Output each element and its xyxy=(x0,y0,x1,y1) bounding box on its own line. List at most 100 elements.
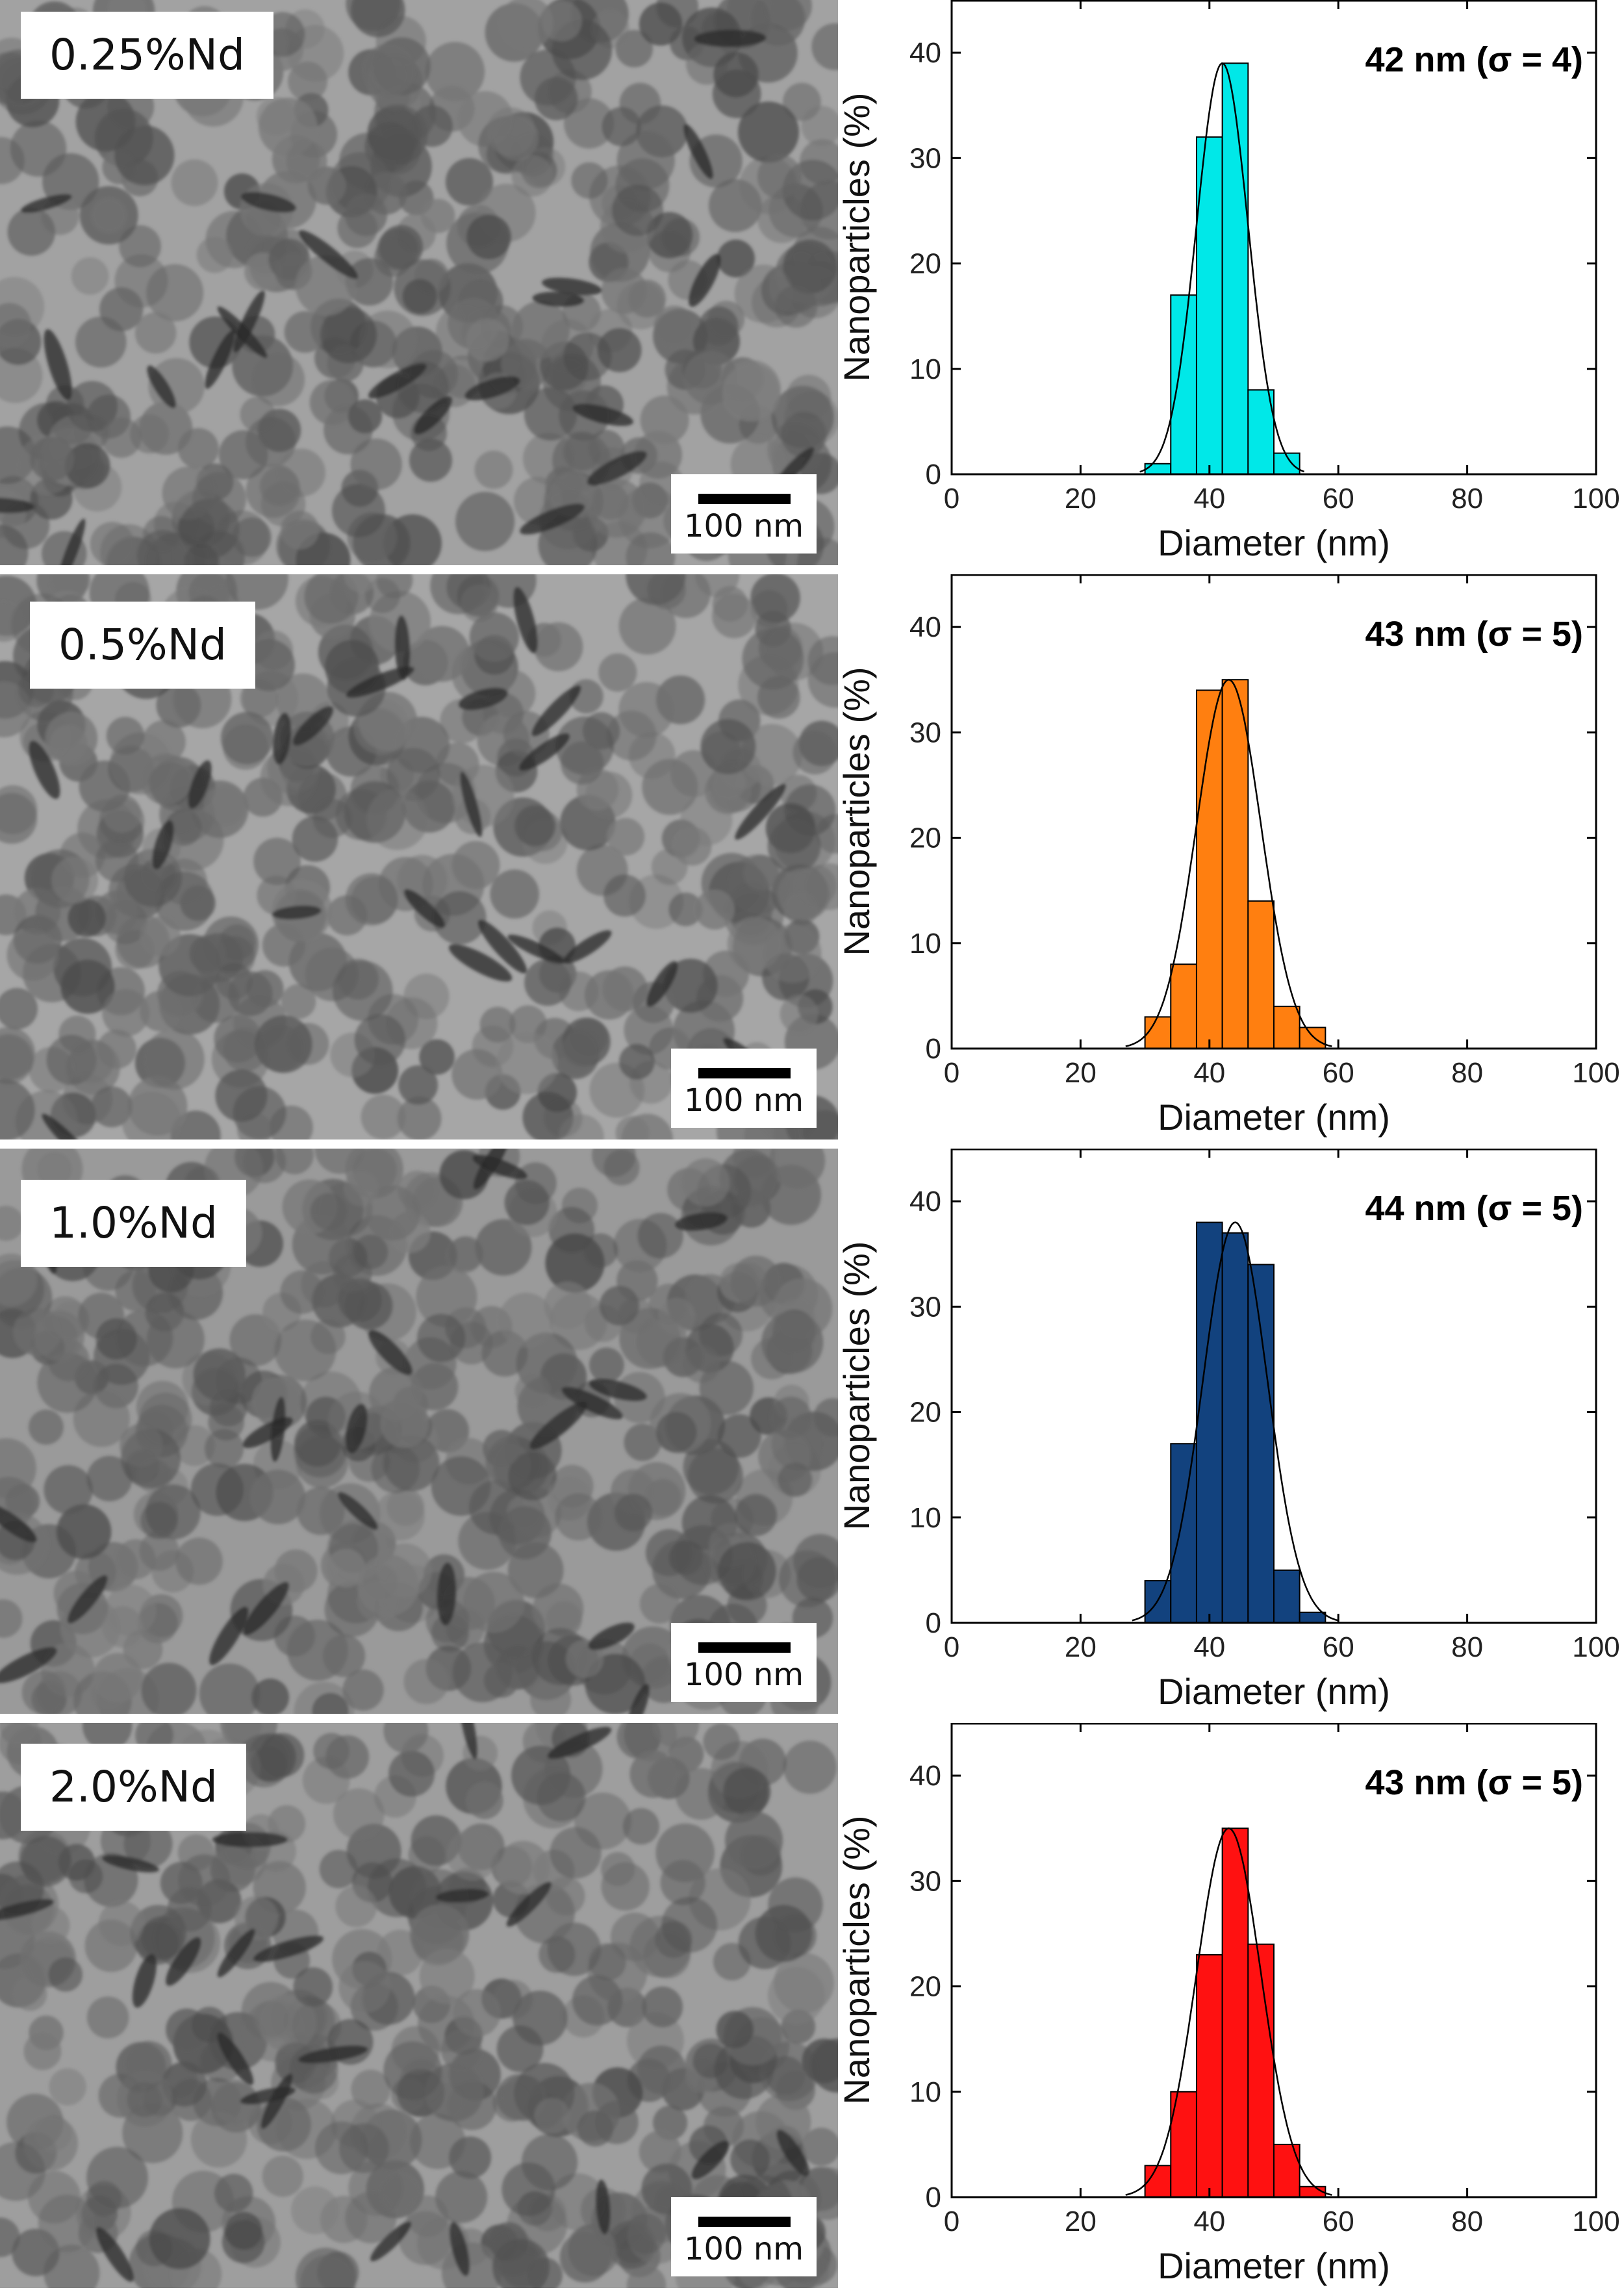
scale-bar: 100 nm xyxy=(671,474,817,554)
scale-bar: 100 nm xyxy=(671,2197,817,2276)
nanoparticle xyxy=(626,2265,666,2288)
nanoparticle xyxy=(411,105,453,147)
rod-particle xyxy=(292,706,334,746)
nanoparticle-cluster xyxy=(0,1723,838,2288)
nanoparticle xyxy=(781,412,827,458)
nanoparticle xyxy=(281,984,316,1019)
y-tick-label: 40 xyxy=(909,1760,941,1792)
rod-particle xyxy=(132,1954,157,2008)
nanoparticle xyxy=(44,1465,93,1514)
nanoparticle xyxy=(134,312,177,354)
nanoparticle xyxy=(240,396,275,432)
nanoparticle xyxy=(626,532,676,565)
mean-size-annotation: 42 nm (σ = 4) xyxy=(1365,40,1583,79)
nanoparticle xyxy=(440,2030,482,2071)
nanoparticle xyxy=(212,2079,258,2124)
x-tick-label: 60 xyxy=(1323,1631,1354,1663)
nanoparticle xyxy=(722,363,781,422)
nanoparticle xyxy=(344,194,388,236)
scale-bar-line xyxy=(698,1642,791,1653)
nanoparticle xyxy=(7,208,56,256)
nanoparticle xyxy=(0,303,32,347)
nanoparticle xyxy=(455,492,515,552)
nanoparticle xyxy=(243,639,295,691)
scale-bar-label: 100 nm xyxy=(683,2231,804,2267)
nanoparticle xyxy=(94,891,138,934)
x-axis-label: Diameter (nm) xyxy=(1158,522,1390,563)
rod-particle xyxy=(596,2179,611,2235)
nanoparticle xyxy=(628,732,676,779)
nanoparticle xyxy=(251,1377,301,1425)
nanoparticle xyxy=(294,1420,341,1467)
nanoparticle xyxy=(469,612,520,662)
nanoparticle xyxy=(319,1850,358,1889)
y-axis-label: Nanoparticles (%) xyxy=(838,1241,877,1530)
rod-particle xyxy=(694,29,767,47)
nanoparticle xyxy=(253,2001,290,2037)
x-tick-label: 100 xyxy=(1572,1631,1619,1663)
nanoparticle xyxy=(524,387,577,440)
nanoparticle xyxy=(23,2032,62,2070)
rod-particle xyxy=(95,2227,134,2282)
sigma-value: (σ = 5) xyxy=(1477,1763,1583,1802)
nanoparticle xyxy=(376,574,413,599)
nanoparticle xyxy=(425,42,485,102)
rod-particle xyxy=(217,2032,254,2085)
rod-particle xyxy=(260,2073,293,2129)
nanoparticle xyxy=(280,1270,324,1314)
rod-particle xyxy=(241,192,296,213)
nanoparticle xyxy=(37,1152,72,1187)
panel-row: 1.0%Nd 100 nm 0 20 40 60 80 100 0 10 20 30 40 Diame… xyxy=(0,1149,1624,1714)
nanoparticle xyxy=(192,472,246,526)
histogram-bar xyxy=(1221,679,1249,1049)
nanoparticle xyxy=(175,1537,223,1585)
nanoparticle xyxy=(28,1409,64,1445)
rod-particle xyxy=(253,1935,324,1962)
rod-particle xyxy=(589,1379,648,1401)
x-tick-label: 0 xyxy=(944,1057,959,1089)
nanoparticle xyxy=(490,869,539,919)
nanoparticle xyxy=(140,754,192,806)
nanoparticle xyxy=(559,1114,604,1140)
rod-particle xyxy=(506,1881,552,1927)
nanoparticle xyxy=(344,1171,379,1206)
nanoparticle xyxy=(348,2160,404,2216)
x-tick-label: 0 xyxy=(944,483,959,515)
histogram-bar xyxy=(1247,900,1275,1049)
nanoparticle xyxy=(45,711,98,765)
rod-particle xyxy=(338,1492,378,1530)
nanoparticle xyxy=(144,1028,205,1090)
nanoparticle xyxy=(196,236,233,274)
nanoparticle xyxy=(460,584,498,622)
nanoparticle xyxy=(546,1601,582,1638)
nanoparticle xyxy=(291,2186,339,2234)
x-tick-label: 0 xyxy=(944,2206,959,2237)
nanoparticle xyxy=(717,1414,761,1458)
y-tick-label: 10 xyxy=(909,1502,941,1534)
histogram-chart: 0 20 40 60 80 100 0 10 20 30 40 Diameter (nm) Nanopa… xyxy=(838,1149,1620,1712)
nanoparticle xyxy=(397,1096,442,1140)
y-tick-label: 0 xyxy=(926,1033,941,1065)
nanoparticle xyxy=(504,1180,550,1225)
nanoparticle xyxy=(86,1996,129,2039)
nanoparticle xyxy=(20,1836,71,1887)
nanoparticle xyxy=(408,1836,446,1874)
x-tick-label: 60 xyxy=(1323,1057,1354,1089)
nanoparticle xyxy=(374,238,412,277)
nanoparticle xyxy=(712,594,757,639)
rod-particle xyxy=(561,1386,623,1420)
rod-particle xyxy=(460,771,483,837)
histogram-bar xyxy=(1247,1264,1275,1624)
nanoparticle xyxy=(311,1319,346,1355)
nanoparticle xyxy=(320,307,377,364)
scale-bar-label: 100 nm xyxy=(683,508,804,544)
scale-bar: 100 nm xyxy=(671,1049,817,1128)
nanoparticle xyxy=(718,1542,776,1601)
rod-particle xyxy=(394,615,411,680)
nanoparticle xyxy=(571,162,608,199)
y-tick-label: 0 xyxy=(926,2182,941,2213)
tem-micrograph xyxy=(0,1723,838,2288)
nanoparticle xyxy=(253,837,301,885)
nanoparticle xyxy=(68,1859,103,1894)
rod-particle xyxy=(588,1622,635,1650)
